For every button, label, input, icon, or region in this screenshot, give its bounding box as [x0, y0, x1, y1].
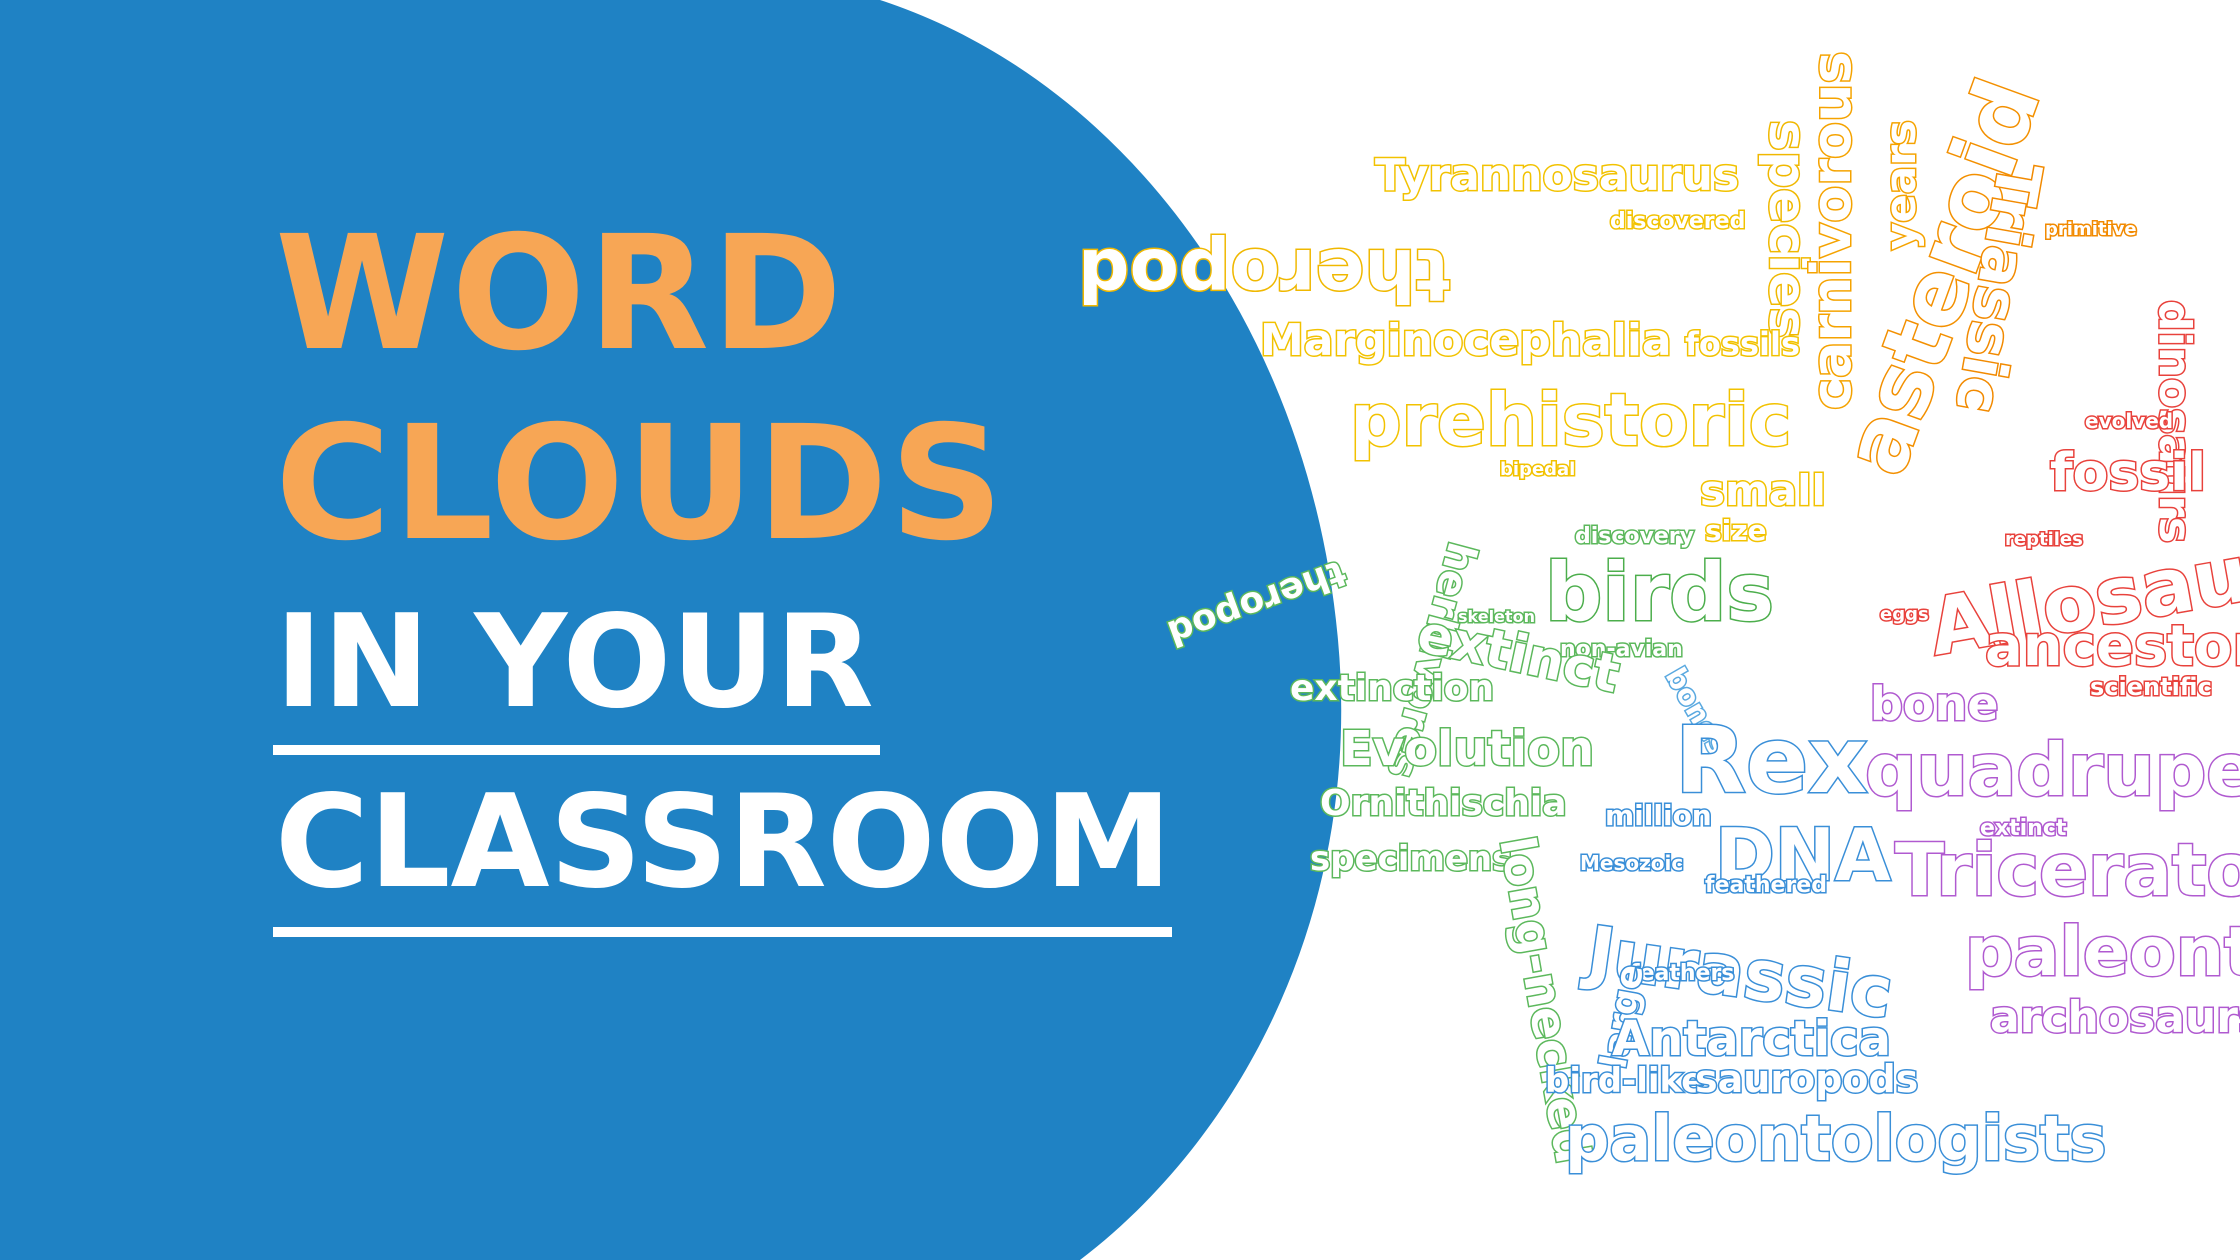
cloud-word: size: [1705, 514, 1767, 547]
cloud-word: scientific: [2090, 673, 2212, 701]
cloud-word: fossil: [2050, 443, 2206, 503]
title-classroom-text: CLASSROOM: [275, 768, 1172, 917]
cloud-word: large: [1593, 961, 1652, 1071]
cloud-word: sauropods: [1695, 1057, 1918, 1101]
cloud-word: non-avian: [1560, 637, 1683, 662]
cloud-word: birds: [1545, 546, 1774, 639]
cloud-word: Mesozoic: [1580, 851, 1683, 875]
cloud-word: feathered: [1705, 873, 1827, 898]
cloud-word: Evolution: [1340, 721, 1594, 777]
title-clouds: CLOUDS: [275, 392, 1006, 576]
cloud-word: carnivorous: [1800, 51, 1863, 410]
cloud-word: small: [1700, 466, 1826, 515]
cloud-word: Tyrannosaurus: [1375, 150, 1739, 201]
cloud-word: skeleton: [1458, 607, 1535, 626]
cloud-word: DNA: [1715, 813, 1891, 897]
cloud-word: million: [1605, 799, 1712, 832]
cloud-word: Ornithischia: [1320, 783, 1567, 824]
cloud-word: archosaurs: [1990, 992, 2240, 1043]
cloud-word: extinct: [1980, 816, 2067, 841]
cloud-word: feathers: [1630, 961, 1734, 986]
cloud-word: discovered: [1610, 209, 1745, 234]
cloud-word: Marginocephalia: [1260, 315, 1672, 366]
title-in-your: IN YOUR: [273, 599, 880, 755]
cloud-word: years: [1876, 120, 1925, 250]
cloud-word: Triceratops: [1895, 828, 2240, 912]
cloud-word: prehistoric: [1350, 378, 1791, 462]
cloud-word: discovery: [1575, 524, 1694, 549]
cloud-word: dinosaurs: [2149, 300, 2200, 543]
title-classroom-underline: [273, 927, 1172, 937]
cloud-word: bone: [1870, 677, 1998, 731]
cloud-word: paleontologists: [1565, 1102, 2106, 1175]
title-in-your-underline: [273, 745, 880, 755]
cloud-word: species: [1757, 120, 1817, 338]
cloud-word: reptiles: [2005, 529, 2083, 550]
cloud-word: paleontology: [1965, 913, 2240, 992]
cloud-word: Rex: [1675, 707, 1868, 814]
cloud-word: eggs: [1880, 604, 1929, 625]
cloud-word: theropod: [1078, 233, 1450, 317]
cloud-word: fossils: [1685, 325, 1800, 363]
cloud-word: bird-like: [1545, 1061, 1704, 1101]
cloud-word: ancestor: [1985, 614, 2240, 679]
cloud-word: evolved: [2085, 409, 2173, 433]
cloud-word: Antarctica: [1612, 1011, 1891, 1067]
cloud-word: bipedal: [1500, 459, 1575, 480]
cloud-word: quadruped: [1865, 728, 2240, 812]
cloud-word: extinction: [1290, 668, 1494, 709]
cloud-word: specimens: [1310, 839, 1512, 879]
title-word: WORD: [275, 202, 845, 386]
blue-shape-path: [0, 0, 1342, 1260]
cloud-word: primitive: [2045, 219, 2137, 240]
title-classroom: CLASSROOM: [273, 779, 1172, 937]
title-block: WORD CLOUDS IN YOUR CLASSROOM: [273, 202, 1275, 937]
title-in-your-text: IN YOUR: [275, 588, 874, 737]
